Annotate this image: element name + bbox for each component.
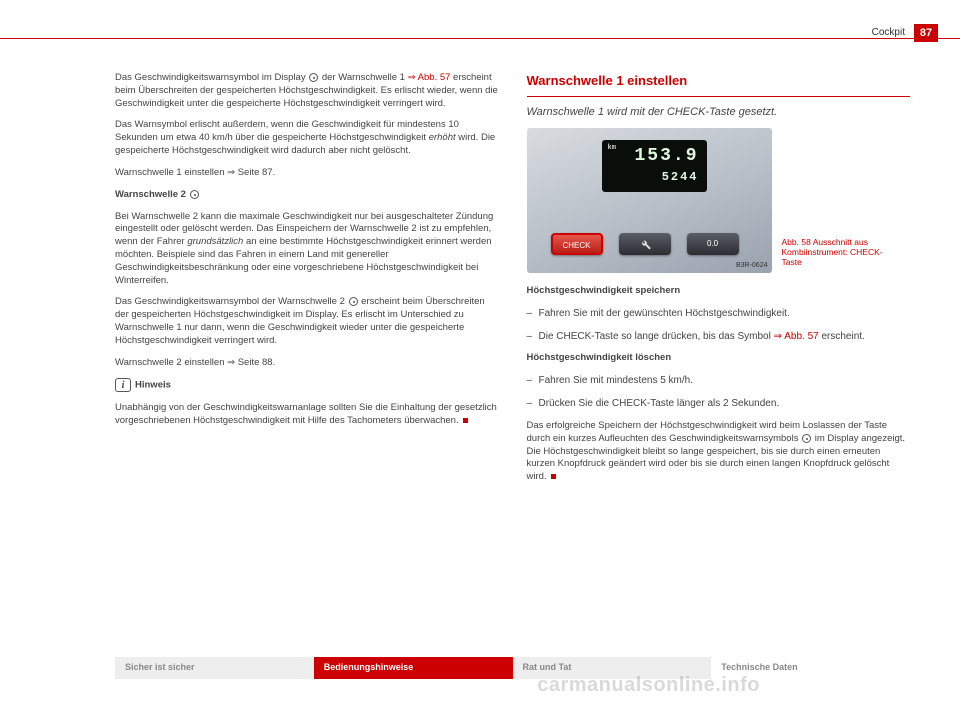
para: Das Warnsymbol erlischt außerdem, wenn d… [115, 119, 499, 157]
speed-icon [349, 297, 358, 306]
text: Die CHECK-Taste so lange drücken, bis da… [539, 331, 774, 342]
text: Das Warnsymbol erlischt außerdem, wenn d… [115, 119, 459, 143]
footer-nav: Sicher ist sicher Bedienungshinweise Rat… [115, 657, 910, 679]
text: Das Geschwindigkeitswarnsymbol der Warns… [115, 296, 348, 307]
sub-heading: Höchstgeschwindigkeit löschen [527, 352, 911, 365]
end-mark-icon [551, 474, 556, 479]
speed-icon [802, 434, 811, 443]
text-bold: Warnschwelle 2 [115, 189, 189, 200]
heading-2: Warnschwelle 1 einstellen [527, 72, 911, 90]
info-icon: i [115, 378, 131, 392]
fig-ref-link[interactable]: ⇒ Abb. 57 [408, 72, 451, 83]
para: Das Geschwindigkeitswarnsymbol im Displa… [115, 72, 499, 110]
heading-rule [527, 96, 911, 97]
text-italic: erhöht [429, 132, 456, 143]
para: Unabhängig von der Geschwindigkeitswarna… [115, 402, 499, 428]
sub-heading: Warnschwelle 2 [115, 189, 499, 202]
list-item: Fahren Sie mit mindestens 5 km/h. [527, 374, 911, 388]
odometer-display: km 153.9 5244 [602, 140, 707, 192]
section-title: Cockpit [866, 27, 905, 38]
content-area: Das Geschwindigkeitswarnsymbol im Displa… [115, 72, 910, 631]
odometer-main: 153.9 [610, 144, 699, 168]
left-column: Das Geschwindigkeitswarnsymbol im Displa… [115, 72, 499, 631]
text-bold: Hinweis [135, 380, 171, 391]
end-mark-icon [463, 418, 468, 423]
watermark: carmanualsonline.info [537, 674, 760, 697]
page-number: 87 [914, 24, 938, 42]
right-column: Warnschwelle 1 einstellen Warnschwelle 1… [527, 72, 911, 631]
para: Warnschwelle 2 einstellen ⇒ Seite 88. [115, 357, 499, 370]
footer-tab-safety[interactable]: Sicher ist sicher [115, 657, 314, 679]
fig-ref-link[interactable]: ⇒ Abb. 57 [774, 331, 819, 342]
note-heading: i Hinweis [115, 378, 499, 392]
odometer-trip: 5244 [610, 169, 699, 185]
para: Bei Warnschwelle 2 kann die maximale Ges… [115, 211, 499, 288]
check-button: CHECK [551, 233, 603, 255]
text: Unabhängig von der Geschwindigkeitswarna… [115, 402, 497, 426]
page-header: Cockpit 87 [0, 24, 960, 44]
para: Das erfolgreiche Speichern der Höchstges… [527, 420, 911, 484]
text-italic: grundsätzlich [187, 236, 243, 247]
speed-icon [190, 190, 199, 199]
para: Warnschwelle 1 einstellen ⇒ Seite 87. [115, 167, 499, 180]
figure-block: km 153.9 5244 CHECK 0.0 B3R-0624 Abb. 58… [527, 128, 911, 273]
reset-button: 0.0 [687, 233, 739, 255]
list-item: Die CHECK-Taste so lange drücken, bis da… [527, 330, 911, 344]
figure-image: km 153.9 5244 CHECK 0.0 B3R-0624 [527, 128, 772, 273]
km-label: km [608, 144, 616, 153]
sub-heading: Höchstgeschwindigkeit speichern [527, 285, 911, 298]
subtitle: Warnschwelle 1 wird mit der CHECK-Taste … [527, 105, 911, 120]
list-item: Fahren Sie mit der gewünschten Höchstges… [527, 307, 911, 321]
para: Das Geschwindigkeitswarnsymbol der Warns… [115, 296, 499, 347]
figure-caption: Abb. 58 Ausschnitt aus Kombiinstrument: … [782, 237, 892, 274]
footer-tab-operating[interactable]: Bedienungshinweise [314, 657, 513, 679]
text: der Warnschwelle 1 [319, 72, 407, 83]
header-rule [0, 38, 960, 39]
speed-icon [309, 73, 318, 82]
wrench-button [619, 233, 671, 255]
list-item: Drücken Sie die CHECK-Taste länger als 2… [527, 397, 911, 411]
text: Das Geschwindigkeitswarnsymbol im Displa… [115, 72, 308, 83]
figure-tag: B3R-0624 [736, 261, 768, 270]
text: erscheint. [819, 331, 865, 342]
